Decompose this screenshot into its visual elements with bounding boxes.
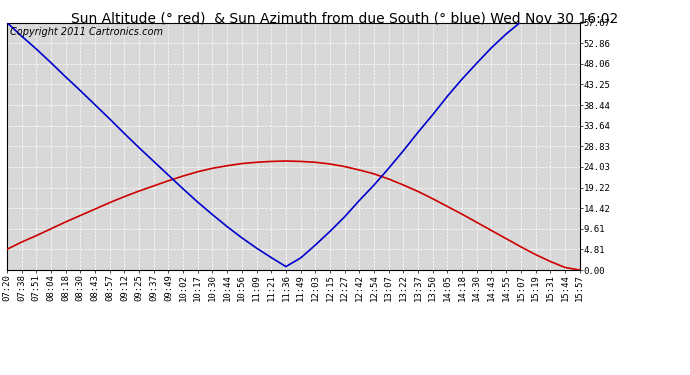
Text: Sun Altitude (° red)  & Sun Azimuth from due South (° blue) Wed Nov 30 16:02: Sun Altitude (° red) & Sun Azimuth from … — [71, 11, 619, 25]
Text: Copyright 2011 Cartronics.com: Copyright 2011 Cartronics.com — [10, 27, 163, 38]
